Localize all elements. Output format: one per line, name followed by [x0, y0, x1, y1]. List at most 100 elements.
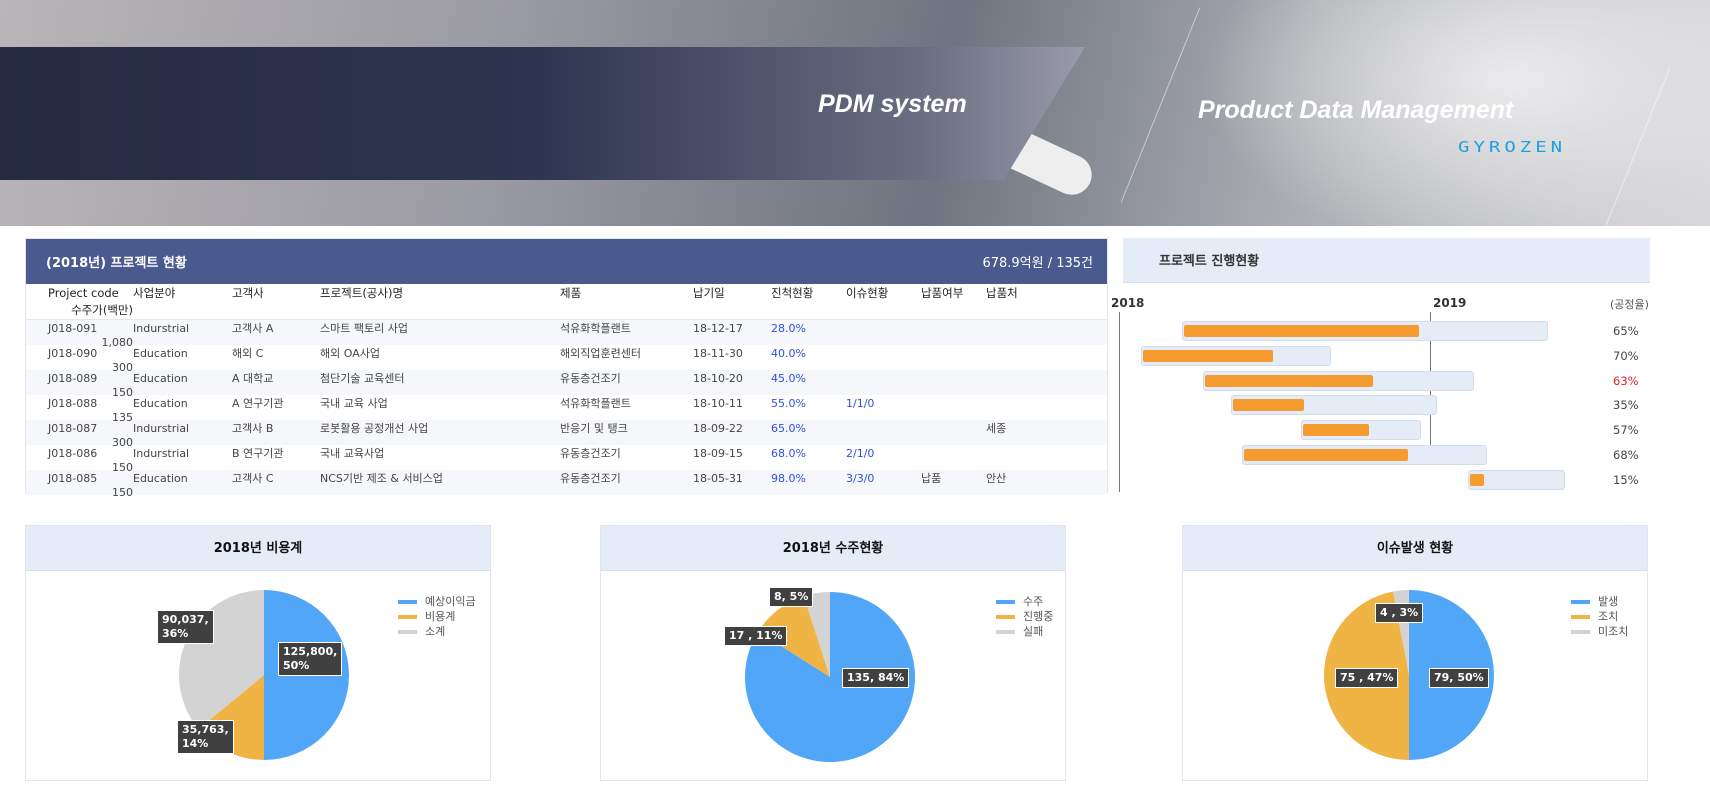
column-header-product[interactable]: 제품 [560, 285, 582, 300]
cell-customer: A 대학교 [232, 372, 274, 385]
legend-item[interactable]: 실패 [996, 624, 1053, 639]
table-row[interactable]: J018-085 Education 고객사 C NCS기반 제조 & 서비스업 유동층… [26, 470, 1107, 499]
cell-delivery-site: 안산 [986, 472, 1007, 485]
gantt-bar-track [1141, 345, 1331, 366]
cell-due-date: 18-09-22 [693, 421, 743, 435]
cell-product: 반응기 및 탱크 [560, 422, 628, 435]
column-header-business-field[interactable]: 사업분야 [133, 285, 176, 300]
table-row[interactable]: J018-091 Indurstrial 고객사 A 스마트 팩토리 사업 석유화학플랜… [26, 320, 1107, 349]
cell-product: 석유화학플랜트 [560, 322, 631, 335]
legend-item[interactable]: 조치 [1571, 609, 1628, 624]
cell-business-field: Education [133, 346, 188, 360]
table-row[interactable]: J018-090 Education 해외 C 해외 OA사업 해외직업훈련센터 18-1… [26, 345, 1107, 375]
pie-data-label: 90,037, 36% [157, 610, 214, 644]
column-header-progress[interactable]: 진척현황 [771, 285, 814, 300]
gantt-unit-label: (공정율) [1610, 298, 1649, 311]
pie-legend: 발생 조치 미조치 [1571, 594, 1628, 639]
pie-slice-1[interactable] [758, 596, 830, 677]
table-row[interactable]: J018-087 Indurstrial 고객사 B 로봇활용 공정개선 사업 반응기 … [26, 420, 1107, 449]
cell-project-code: J018-089 [48, 371, 98, 385]
cell-progress: 98.0% [771, 471, 806, 485]
gantt-bar-progress [1184, 325, 1420, 337]
pie-title: 2018년 비용계 [26, 526, 490, 571]
cell-project-name: NCS기반 제조 & 서비스업 [320, 472, 443, 485]
gantt-percent: 70% [1613, 348, 1639, 363]
cell-issues: 3/3/0 [846, 471, 875, 485]
cell-product: 유동층건조기 [560, 472, 621, 485]
legend-item[interactable]: 비용계 [398, 609, 476, 624]
cell-business-field: Education [133, 471, 188, 485]
cell-progress: 65.0% [771, 421, 806, 435]
gantt-bar-progress [1205, 374, 1374, 387]
cell-order-amount: 1,080 [101, 336, 134, 349]
cell-project-name: 스마트 팩토리 사업 [320, 322, 408, 335]
banner-line [1120, 7, 1201, 203]
column-header-delivered[interactable]: 납품여부 [921, 285, 964, 300]
legend-swatch [398, 599, 417, 604]
cell-project-code: J018-091 [48, 321, 98, 335]
pie-chart [1324, 590, 1494, 760]
hero-banner: PDM system Product Data Management GYROZ… [0, 0, 1710, 226]
cell-customer: B 연구기관 [232, 447, 284, 460]
cell-project-name: 해외 OA사업 [320, 347, 380, 360]
cell-order-amount: 135 [112, 411, 133, 424]
pie-data-label: 75 , 47% [1335, 668, 1399, 688]
cell-progress: 28.0% [771, 321, 806, 335]
cell-product: 유동층건조기 [560, 447, 621, 460]
table-row[interactable]: J018-086 Indurstrial B 연구기관 국내 교육사업 유동층건조기 18… [26, 445, 1107, 475]
legend-label: 미조치 [1598, 625, 1629, 638]
column-header-due-date[interactable]: 납기일 [693, 285, 725, 300]
gantt-bar-progress [1143, 349, 1274, 362]
legend-item[interactable]: 수주 [996, 594, 1053, 609]
legend-item[interactable]: 발생 [1571, 594, 1628, 609]
cell-product: 석유화학플랜트 [560, 397, 631, 410]
column-header-customer[interactable]: 고객사 [232, 285, 264, 300]
legend-label: 진행중 [1023, 610, 1054, 623]
pie-slice-2[interactable] [803, 592, 830, 677]
cell-customer: 해외 C [232, 347, 264, 360]
legend-swatch [996, 599, 1015, 604]
legend-swatch [1571, 629, 1590, 634]
cell-due-date: 18-10-11 [693, 396, 743, 410]
column-header-project-code[interactable]: Project code [48, 285, 119, 300]
legend-item[interactable]: 진행중 [996, 609, 1053, 624]
table-title: (2018년) 프로젝트 현황 [46, 256, 187, 271]
cell-order-amount: 300 [112, 436, 133, 449]
legend-item[interactable]: 예상이익금 [398, 594, 476, 609]
column-header-order-amount[interactable]: 수주가(백만) [71, 303, 133, 318]
gantt-bar-track [1242, 445, 1487, 465]
cell-business-field: Education [133, 396, 188, 410]
legend-item[interactable]: 미조치 [1571, 624, 1628, 639]
column-header-issues[interactable]: 이슈현황 [846, 285, 889, 300]
gantt-bar-track [1203, 370, 1474, 391]
legend-label: 비용계 [425, 610, 456, 623]
legend-item[interactable]: 소계 [398, 624, 476, 639]
column-header-delivery-site[interactable]: 납품처 [986, 285, 1018, 300]
gantt-percent: 35% [1613, 398, 1639, 413]
gantt-bar-progress [1233, 399, 1304, 412]
gantt-bar-track [1468, 469, 1565, 490]
gantt-bar-track [1231, 395, 1437, 416]
cell-due-date: 18-12-17 [693, 321, 743, 335]
legend-label: 수주 [1023, 595, 1044, 608]
table-row[interactable]: J018-089 Education A 대학교 첨단기술 교육센터 유동층건조기 18-… [26, 370, 1107, 399]
gantt-bar-progress [1303, 424, 1370, 437]
legend-swatch [1571, 599, 1590, 604]
cell-product: 유동층건조기 [560, 372, 621, 385]
cell-business-field: Education [133, 371, 188, 385]
column-headers: Project code 사업분야 고객사 프로젝트(공사)명 제품 납기일 진척현황 이슈현… [26, 284, 1107, 320]
cell-issues: 2/1/0 [846, 446, 875, 460]
hero-title: PDM system [818, 90, 967, 118]
banner-band [0, 47, 1085, 180]
cell-progress: 55.0% [771, 396, 806, 410]
banner-glow [1200, 0, 1710, 226]
cost-pie-panel: 2018년 비용계 예상이익금 비용계 소계 125,800, 50% 35,763, … [25, 525, 491, 781]
pie-chart [179, 590, 349, 760]
legend-label: 예상이익금 [425, 595, 476, 608]
gyrozen-logo: GYROZEN [1458, 138, 1567, 156]
project-progress-gantt: 프로젝트 진행현황 2018 2019 (공정율) 65% 70% 63% 35% 57… [1111, 238, 1650, 493]
column-header-project-name[interactable]: 프로젝트(공사)명 [320, 285, 404, 300]
gantt-percent: 15% [1613, 472, 1639, 487]
table-row[interactable]: J018-088 Education A 연구기관 국내 교육 사업 석유화학플랜트 18… [26, 395, 1107, 425]
